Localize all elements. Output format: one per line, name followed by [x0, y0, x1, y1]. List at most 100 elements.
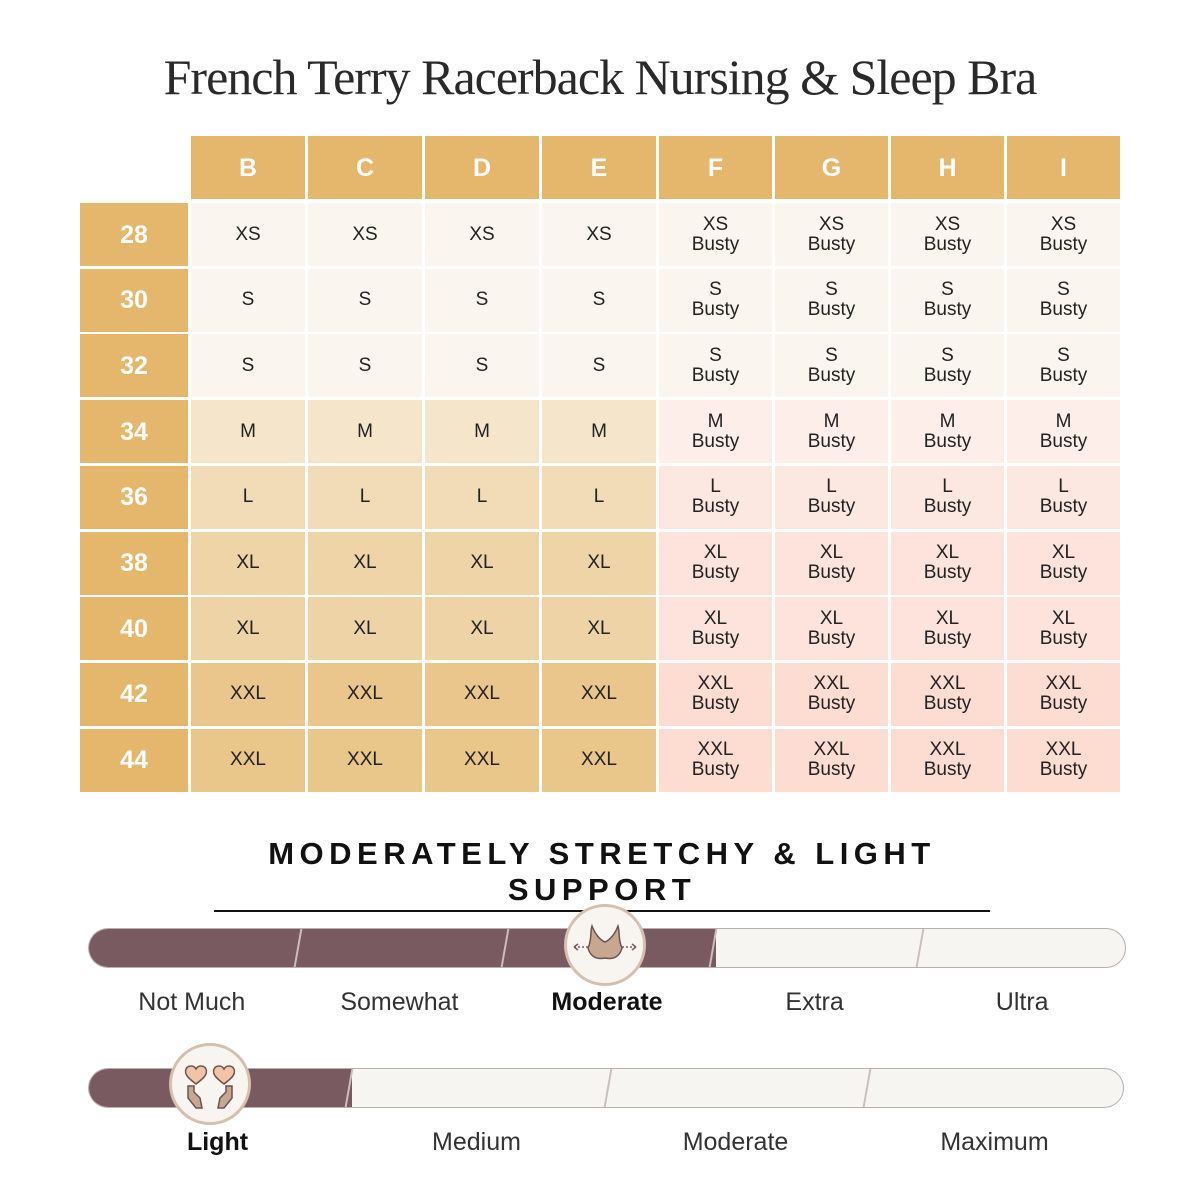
size-value: M [357, 420, 373, 442]
size-value-line: Busty [1039, 496, 1088, 518]
scale-label: Moderate [551, 988, 663, 1016]
size-cell: XXL [542, 662, 656, 726]
size-value: S [592, 354, 606, 376]
cup-size-header: B [191, 136, 305, 199]
size-value: M Busty [1039, 411, 1088, 452]
size-value-line: XL [703, 607, 728, 629]
cup-size-label: E [590, 153, 608, 182]
size-value: S [241, 289, 255, 311]
size-cell: XXL [308, 728, 422, 792]
size-value: XXL Busty [692, 674, 740, 714]
size-value-line: Busty [923, 562, 972, 583]
scale-label: Somewhat [340, 988, 459, 1016]
band-size-label: 32 [120, 351, 148, 380]
scale-label: Not Much [138, 988, 246, 1016]
size-cell: L [308, 465, 422, 529]
cup-size-header: G [775, 136, 888, 199]
bra-stretch-icon [564, 904, 646, 986]
size-value: L [476, 486, 488, 508]
size-value: S Busty [691, 345, 740, 386]
cup-size-header: E [542, 136, 656, 199]
size-value: S [592, 289, 606, 311]
size-value-line: L [1058, 476, 1069, 498]
size-cell: XL Busty [1007, 597, 1120, 661]
size-value: L Busty [1040, 477, 1088, 517]
size-value-line: Busty [691, 627, 740, 649]
size-value: S Busty [692, 280, 740, 320]
size-cell: M Busty [775, 400, 888, 464]
size-value-line: Busty [923, 430, 972, 452]
size-cell: XXL [308, 662, 422, 726]
size-cell: XS Busty [775, 203, 888, 266]
size-cell: XXL [425, 728, 539, 792]
cup-size-header: H [891, 136, 1004, 199]
size-value: XL [236, 552, 260, 573]
size-value-line: M [707, 410, 724, 432]
size-value-line: XXL [929, 739, 966, 761]
size-value-line: S [709, 279, 722, 301]
size-value-line: Busty [923, 299, 972, 321]
scale-label: Moderate [682, 1128, 789, 1156]
size-value-line: XS [934, 213, 961, 235]
size-cell: XL [425, 531, 539, 595]
size-value: XL [353, 617, 377, 639]
size-value-line: XL [1051, 607, 1076, 629]
scale-divider [603, 1069, 613, 1107]
size-cell: XXL [191, 662, 305, 726]
size-value-line: L [826, 476, 837, 498]
scale-label: Medium [432, 1128, 521, 1156]
size-value-line: Busty [807, 693, 856, 715]
size-value: XL [587, 552, 611, 573]
size-cell: XXL [542, 728, 656, 792]
size-value-line: Busty [1039, 562, 1088, 583]
size-value: S Busty [807, 345, 856, 386]
size-value-line: XL [819, 607, 844, 629]
size-cell: XXL Busty [891, 662, 1004, 726]
cup-size-header: D [425, 136, 539, 199]
size-value-line: Busty [807, 430, 856, 452]
size-value: XXL Busty [808, 740, 856, 780]
size-value-line: Busty [691, 364, 740, 386]
size-value: L Busty [692, 477, 740, 517]
size-cell: XS Busty [1007, 203, 1120, 266]
size-value-line: XS [1050, 213, 1077, 235]
size-value-line: Busty [807, 364, 856, 386]
size-value: XL Busty [923, 608, 972, 649]
size-value: S [358, 289, 372, 311]
size-value-line: L [942, 476, 953, 498]
size-value: S [358, 354, 372, 376]
size-value: L [359, 486, 371, 508]
size-cell: XXL Busty [1007, 662, 1120, 726]
size-value-line: Busty [923, 693, 972, 715]
size-value-line: XXL [1045, 739, 1082, 761]
size-cell: XL [542, 597, 656, 661]
size-cell: XL [425, 597, 539, 661]
scale-label: Light [186, 1128, 249, 1156]
size-cell: XL [308, 531, 422, 595]
size-value: L Busty [924, 477, 972, 517]
size-cell: XXL [191, 728, 305, 792]
size-value: XS Busty [692, 214, 740, 255]
size-value: XXL [581, 683, 617, 705]
size-value-line: Busty [923, 627, 972, 649]
size-value-line: Busty [1039, 430, 1088, 452]
size-value-line: Busty [1039, 759, 1088, 781]
size-value: XS Busty [1040, 213, 1088, 255]
size-value: M Busty [923, 411, 972, 452]
size-cell: XXL Busty [891, 728, 1004, 792]
size-value: XS [235, 223, 261, 245]
size-cell: L Busty [659, 465, 772, 529]
size-value-line: S [941, 279, 954, 301]
cup-size-label: D [472, 153, 492, 182]
size-value: XXL Busty [1040, 740, 1088, 780]
size-value: XXL [347, 749, 383, 771]
size-value: XXL [464, 683, 500, 705]
cup-size-header: F [659, 136, 772, 199]
scale-label: Extra [785, 988, 844, 1016]
size-value: XXL [230, 749, 266, 771]
size-cell: L Busty [1007, 465, 1120, 529]
size-cell: S [425, 268, 539, 332]
page-title: French Terry Racerback Nursing & Sleep B… [163, 49, 1038, 105]
size-value: XXL [581, 749, 617, 771]
size-value: XL Busty [1040, 607, 1088, 649]
